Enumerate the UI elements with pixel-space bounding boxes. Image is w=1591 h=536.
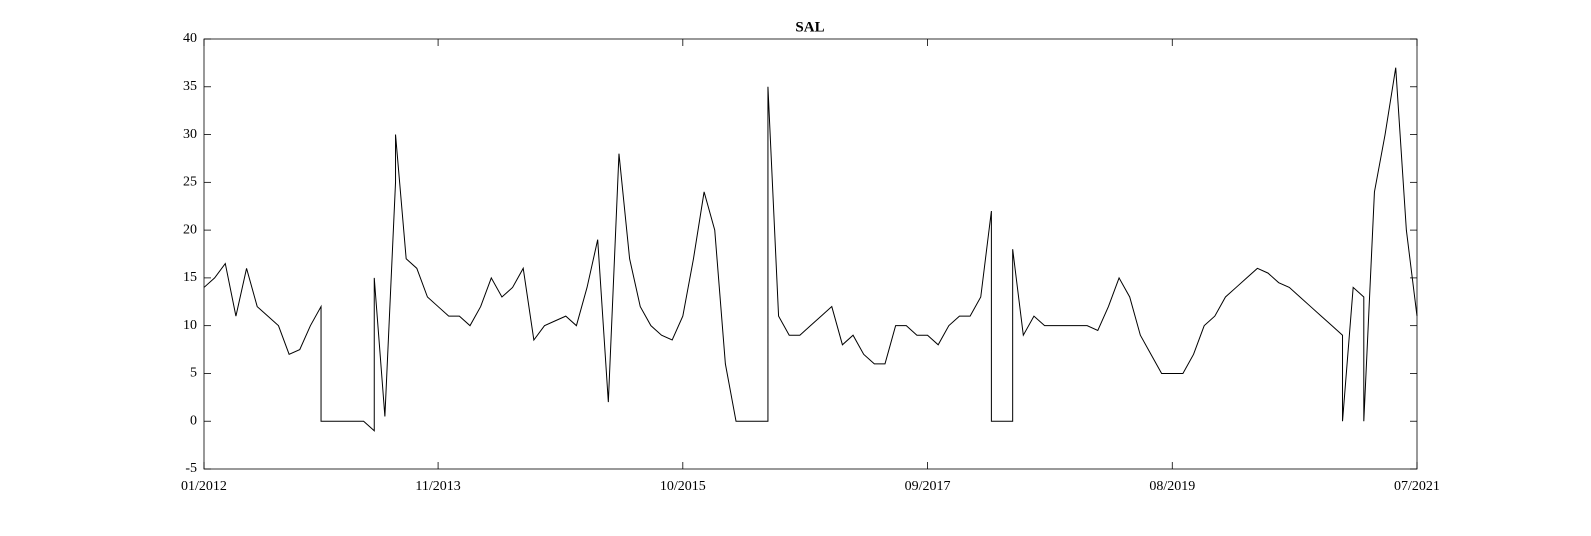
- y-tick-label: 15: [183, 270, 197, 285]
- x-tick-label: 09/2017: [905, 479, 951, 494]
- y-tick-label: 30: [183, 127, 197, 142]
- x-tick-label: 10/2015: [660, 479, 706, 494]
- x-tick-label: 07/2021: [1394, 479, 1440, 494]
- y-tick-label: 5: [190, 366, 197, 381]
- y-tick-label: 10: [183, 318, 197, 333]
- data-line: [203, 67, 1418, 432]
- chart-title: SAL: [795, 19, 824, 35]
- plot-frame: [203, 38, 1418, 470]
- x-tick-label: 11/2013: [415, 479, 460, 494]
- x-tick-label: 08/2019: [1149, 479, 1195, 494]
- y-tick-label: 40: [183, 31, 197, 46]
- y-tick-label: 20: [183, 222, 197, 237]
- x-tick-label: 01/2012: [181, 479, 227, 494]
- y-tick-label: 25: [183, 175, 197, 190]
- y-tick-label: 0: [190, 413, 197, 428]
- y-tick-label: 35: [183, 79, 197, 94]
- y-tick-label: -5: [185, 461, 197, 476]
